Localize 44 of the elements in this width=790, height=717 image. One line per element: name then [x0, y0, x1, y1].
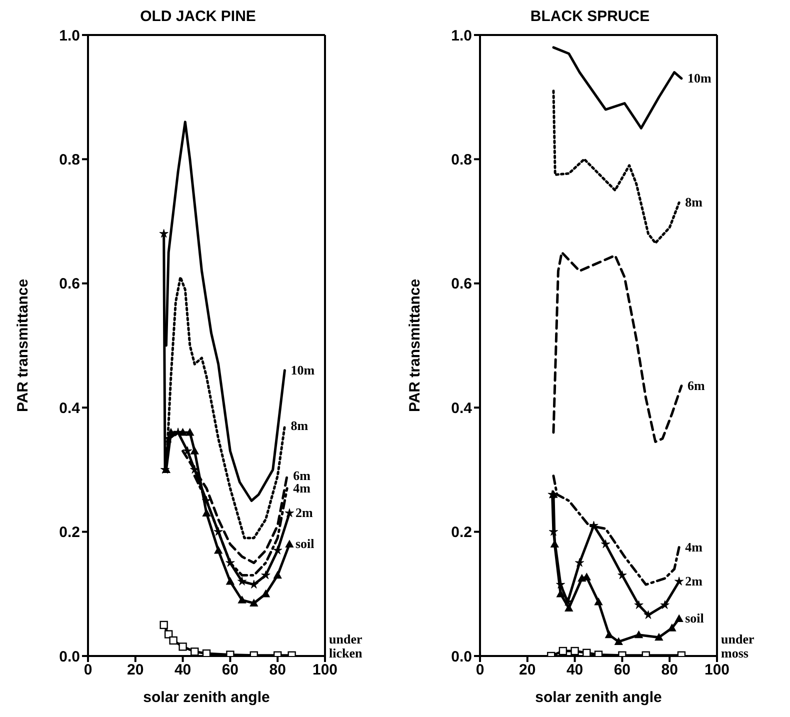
x-tick-label: 80	[661, 662, 678, 679]
y-tick-label: 0.8	[451, 152, 472, 169]
x-tick-label: 40	[566, 662, 584, 679]
series-label: 8m	[685, 194, 703, 210]
x-tick-label: 100	[312, 662, 338, 679]
series-label: soil	[685, 610, 704, 626]
text: under licken	[329, 631, 363, 660]
y-axis-title: PAR transmittance	[406, 278, 424, 412]
series-label: 4m	[685, 539, 703, 554]
x-tick-label: 20	[519, 662, 536, 679]
y-tick-label: 0.4	[451, 400, 473, 417]
y-tick-label: 0.4	[59, 400, 81, 417]
series-label: soil	[295, 536, 315, 552]
series-label: 6m	[687, 378, 705, 393]
x-axis-title: solar zenith angle	[535, 689, 662, 706]
x-tick-label: 60	[614, 662, 631, 679]
text: under moss	[721, 631, 754, 660]
series-label: 2m	[295, 505, 313, 520]
x-tick-label: 60	[222, 662, 239, 679]
x-tick-label: 0	[476, 662, 484, 679]
y-tick-label: 0.2	[451, 524, 472, 542]
series-label: 4m	[293, 480, 311, 496]
chart-title: BLACK SPRUCE	[529, 8, 651, 26]
series-label: 10m	[290, 362, 315, 378]
y-tick-label: 1.0	[59, 27, 80, 44]
y-tick-label: 0.2	[59, 524, 80, 542]
series-label: 8m	[290, 418, 308, 434]
x-tick-label: 20	[127, 662, 144, 679]
x-tick-label: 40	[174, 662, 192, 679]
x-axis-title: solar zenith angle	[143, 689, 270, 706]
y-tick-label: 0.0	[451, 648, 472, 666]
y-tick-label: 0.8	[59, 152, 80, 169]
y-axis-title: PAR transmittance	[14, 278, 32, 412]
x-tick-label: 80	[269, 662, 286, 679]
y-tick-label: 0.0	[59, 648, 80, 666]
x-tick-label: 0	[84, 662, 92, 679]
y-tick-label: 0.6	[451, 276, 472, 293]
series-label: 6m	[293, 468, 311, 483]
x-tick-label: 100	[704, 662, 730, 679]
series-label: 2m	[685, 573, 703, 588]
y-tick-label: 1.0	[451, 27, 472, 44]
y-tick-label: 0.6	[59, 276, 80, 293]
series-label: 10m	[687, 70, 712, 86]
chart-title: OLD JACK PINE	[139, 8, 257, 26]
